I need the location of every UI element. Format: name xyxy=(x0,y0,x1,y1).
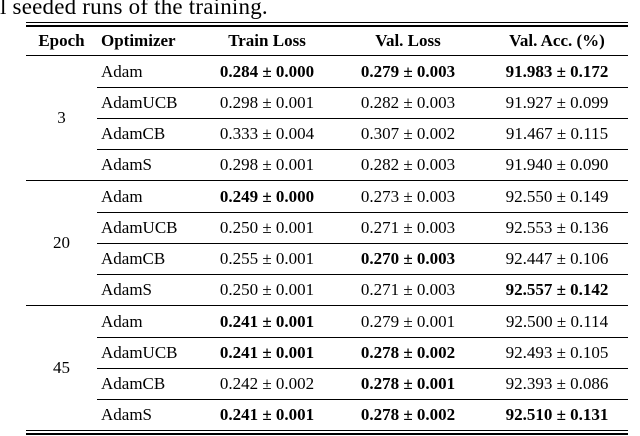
epoch-label: 3 xyxy=(57,108,66,127)
optimizer-cell: Adam xyxy=(101,186,143,206)
table-row: AdamS 0.241 ± 0.001 0.278 ± 0.002 92.510 ± … xyxy=(26,399,628,430)
row-cells: Adam 0.241 ± 0.001 0.279 ± 0.001 92.500 ± 0… xyxy=(97,306,628,338)
val-acc-cell: 92.557 ± 0.142 xyxy=(505,279,609,299)
val-loss-cell: 0.273 ± 0.003 xyxy=(360,186,456,206)
val-acc-cell: 91.927 ± 0.099 xyxy=(505,92,609,112)
epoch-cell-spacer xyxy=(26,56,97,87)
train-loss-cell: 0.250 ± 0.001 xyxy=(219,279,315,299)
val-loss-cell: 0.271 ± 0.003 xyxy=(360,217,456,237)
epoch-cell-spacer xyxy=(26,181,97,212)
optimizer-cell: AdamS xyxy=(101,154,152,174)
val-acc-cell: 92.493 ± 0.105 xyxy=(505,342,609,362)
row-cells: AdamCB 0.242 ± 0.002 0.278 ± 0.001 92.393 ±… xyxy=(97,368,628,400)
train-loss-cell: 0.242 ± 0.002 xyxy=(219,373,315,393)
row-cells: AdamS 0.250 ± 0.001 0.271 ± 0.003 92.557 ± … xyxy=(97,274,628,305)
train-loss-cell: 0.241 ± 0.001 xyxy=(219,342,315,362)
val-acc-cell: 92.553 ± 0.136 xyxy=(505,217,609,237)
epoch-group: 20 Adam 0.249 ± 0.000 0.273 ± 0.003 92.550 ±… xyxy=(26,181,628,306)
train-loss-cell: 0.241 ± 0.001 xyxy=(219,311,315,331)
header-optimizer: Optimizer xyxy=(101,31,176,50)
epoch-cell-spacer xyxy=(26,399,97,430)
row-cells: AdamUCB 0.241 ± 0.001 0.278 ± 0.002 92.493 … xyxy=(97,337,628,369)
row-cells: Adam 0.284 ± 0.000 0.279 ± 0.003 91.983 ± 0… xyxy=(97,56,628,88)
header-epoch: Epoch xyxy=(38,31,85,50)
train-loss-cell: 0.249 ± 0.000 xyxy=(219,186,315,206)
epoch-cell-spacer xyxy=(26,149,97,180)
epoch-group: 45 Adam 0.241 ± 0.001 0.279 ± 0.001 92.500 ±… xyxy=(26,306,628,430)
optimizer-cell: Adam xyxy=(101,61,143,81)
val-acc-cell: 92.510 ± 0.131 xyxy=(505,404,609,424)
table-row: AdamUCB 0.241 ± 0.001 0.278 ± 0.002 92.493 … xyxy=(26,337,628,369)
train-loss-cell: 0.284 ± 0.000 xyxy=(219,61,315,81)
caption-fragment: l seeded runs of the training. xyxy=(0,0,268,19)
epoch-label: 20 xyxy=(53,233,70,252)
epoch-label: 45 xyxy=(53,358,70,377)
row-cells: AdamS 0.298 ± 0.001 0.282 ± 0.003 91.940 ± … xyxy=(97,149,628,180)
table-row: AdamUCB 0.298 ± 0.001 0.282 ± 0.003 91.927 … xyxy=(26,87,628,119)
row-cells: Adam 0.249 ± 0.000 0.273 ± 0.003 92.550 ± 0… xyxy=(97,181,628,213)
optimizer-cell: AdamUCB xyxy=(101,342,178,362)
val-loss-cell: 0.271 ± 0.003 xyxy=(360,279,456,299)
table-row: Adam 0.241 ± 0.001 0.279 ± 0.001 92.500 ± 0… xyxy=(26,306,628,338)
val-loss-cell: 0.278 ± 0.001 xyxy=(360,373,456,393)
val-acc-cell: 92.393 ± 0.086 xyxy=(505,373,609,393)
table-row: AdamUCB 0.250 ± 0.001 0.271 ± 0.003 92.553 … xyxy=(26,212,628,244)
val-loss-cell: 0.279 ± 0.001 xyxy=(360,311,456,331)
train-loss-cell: 0.333 ± 0.004 xyxy=(219,123,315,143)
val-loss-cell: 0.270 ± 0.003 xyxy=(360,248,456,268)
val-loss-cell: 0.279 ± 0.003 xyxy=(360,61,456,81)
val-loss-cell: 0.278 ± 0.002 xyxy=(360,342,456,362)
val-acc-cell: 92.550 ± 0.149 xyxy=(505,186,609,206)
val-loss-cell: 0.307 ± 0.002 xyxy=(360,123,456,143)
table-bottom-rule xyxy=(26,430,628,435)
optimizer-cell: AdamCB xyxy=(101,248,166,268)
table-row: AdamS 0.298 ± 0.001 0.282 ± 0.003 91.940 ± … xyxy=(26,149,628,180)
optimizer-cell: AdamUCB xyxy=(101,92,178,112)
epoch-cell-spacer xyxy=(26,274,97,305)
epoch-cell-spacer xyxy=(26,306,97,337)
row-cells: AdamS 0.241 ± 0.001 0.278 ± 0.002 92.510 ± … xyxy=(97,399,628,430)
table-row: Adam 0.249 ± 0.000 0.273 ± 0.003 92.550 ± 0… xyxy=(26,181,628,213)
val-acc-cell: 92.500 ± 0.114 xyxy=(505,311,609,331)
val-loss-cell: 0.282 ± 0.003 xyxy=(360,154,456,174)
table-groups: 3 Adam 0.284 ± 0.000 0.279 ± 0.003 91.983 ± … xyxy=(26,56,628,430)
epoch-group: 3 Adam 0.284 ± 0.000 0.279 ± 0.003 91.983 ± … xyxy=(26,56,628,181)
val-acc-cell: 91.467 ± 0.115 xyxy=(505,123,609,143)
val-acc-cell: 91.983 ± 0.172 xyxy=(505,61,609,81)
optimizer-cell: AdamCB xyxy=(101,373,166,393)
table-row: Adam 0.284 ± 0.000 0.279 ± 0.003 91.983 ± 0… xyxy=(26,56,628,88)
header-val-loss: Val. Loss xyxy=(375,31,441,50)
table-row: AdamS 0.250 ± 0.001 0.271 ± 0.003 92.557 ± … xyxy=(26,274,628,305)
row-cells: AdamCB 0.255 ± 0.001 0.270 ± 0.003 92.447 ±… xyxy=(97,243,628,275)
val-acc-cell: 92.447 ± 0.106 xyxy=(505,248,609,268)
train-loss-cell: 0.250 ± 0.001 xyxy=(219,217,315,237)
val-loss-cell: 0.282 ± 0.003 xyxy=(360,92,456,112)
table-header-row: Epoch Optimizer Train Loss Val. Loss Val… xyxy=(26,27,628,56)
optimizer-cell: AdamUCB xyxy=(101,217,178,237)
results-table: Epoch Optimizer Train Loss Val. Loss Val… xyxy=(26,22,628,435)
row-cells: AdamUCB 0.250 ± 0.001 0.271 ± 0.003 92.553 … xyxy=(97,212,628,244)
table-row: AdamCB 0.255 ± 0.001 0.270 ± 0.003 92.447 ±… xyxy=(26,243,628,275)
optimizer-cell: AdamCB xyxy=(101,123,166,143)
header-train-loss: Train Loss xyxy=(228,31,306,50)
optimizer-cell: AdamS xyxy=(101,404,152,424)
val-acc-cell: 91.940 ± 0.090 xyxy=(505,154,609,174)
header-val-acc: Val. Acc. (%) xyxy=(509,31,605,50)
train-loss-cell: 0.298 ± 0.001 xyxy=(219,154,315,174)
row-cells: AdamUCB 0.298 ± 0.001 0.282 ± 0.003 91.927 … xyxy=(97,87,628,119)
table-row: AdamCB 0.242 ± 0.002 0.278 ± 0.001 92.393 ±… xyxy=(26,368,628,400)
val-loss-cell: 0.278 ± 0.002 xyxy=(360,404,456,424)
table-row: AdamCB 0.333 ± 0.004 0.307 ± 0.002 91.467 ±… xyxy=(26,118,628,150)
optimizer-cell: AdamS xyxy=(101,279,152,299)
row-cells: AdamCB 0.333 ± 0.004 0.307 ± 0.002 91.467 ±… xyxy=(97,118,628,150)
table-top-rule xyxy=(26,22,628,27)
train-loss-cell: 0.241 ± 0.001 xyxy=(219,404,315,424)
optimizer-cell: Adam xyxy=(101,311,143,331)
train-loss-cell: 0.298 ± 0.001 xyxy=(219,92,315,112)
train-loss-cell: 0.255 ± 0.001 xyxy=(219,248,315,268)
